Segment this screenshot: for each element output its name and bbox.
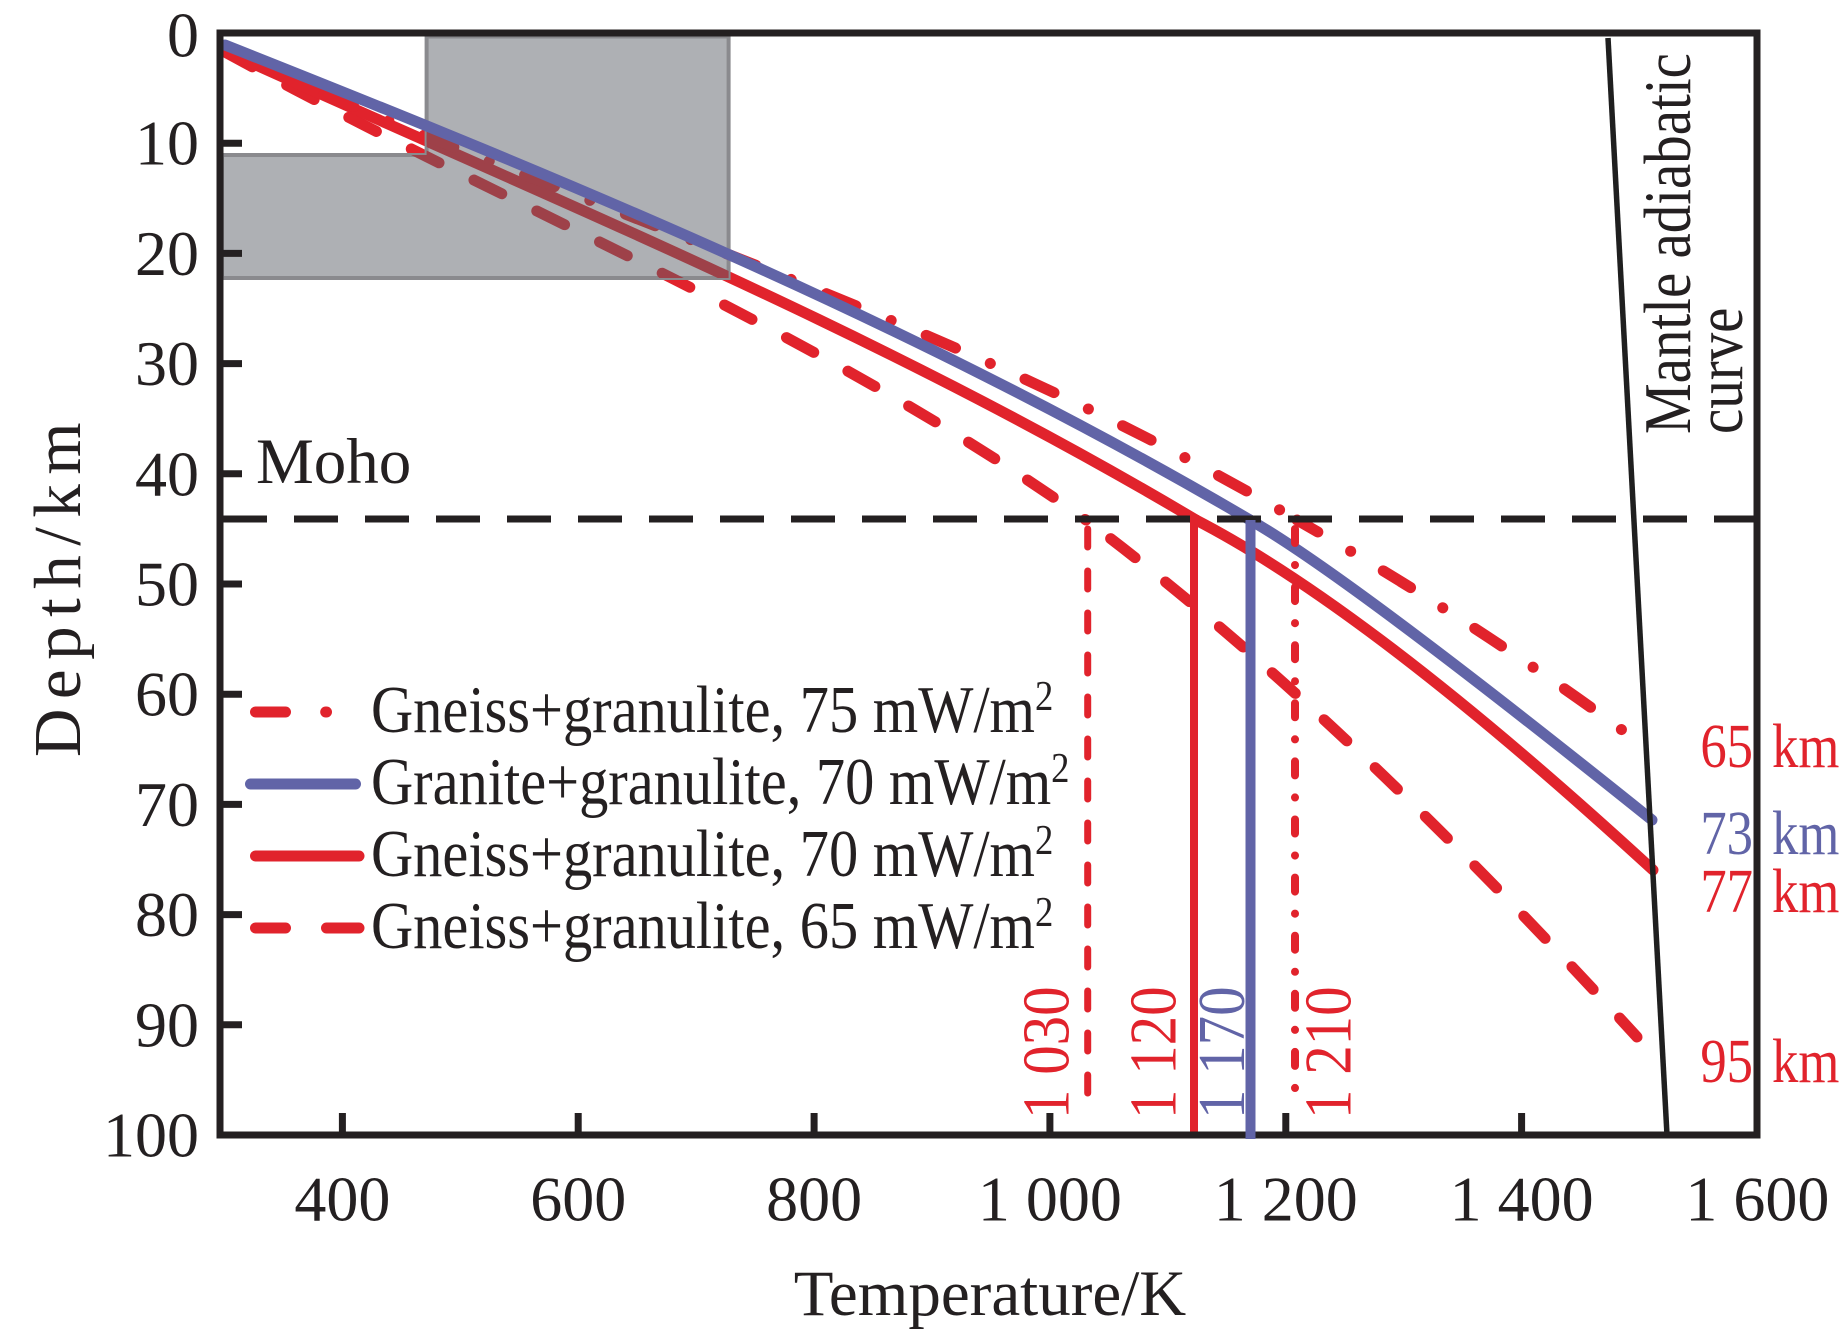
svg-text:km: km [1772,1028,1839,1096]
svg-text:Gneiss+granulite, 70 mW/m2: Gneiss+granulite, 70 mW/m2 [371,816,1053,891]
svg-text:1 030: 1 030 [1009,986,1083,1119]
svg-text:0: 0 [167,0,199,71]
svg-text:1 210: 1 210 [1291,986,1365,1119]
svg-text:1 120: 1 120 [1116,986,1190,1119]
svg-text:Gneiss+granulite, 75 mW/m2: Gneiss+granulite, 75 mW/m2 [371,672,1053,747]
svg-text:Gneiss+granulite, 65 mW/m2: Gneiss+granulite, 65 mW/m2 [371,888,1053,963]
svg-text:77: 77 [1700,858,1753,926]
svg-text:1 200: 1 200 [1214,1164,1358,1235]
svg-text:Depth/km: Depth/km [21,413,95,757]
svg-text:30: 30 [135,328,199,399]
svg-text:50: 50 [135,549,199,620]
svg-text:100: 100 [103,1100,199,1171]
svg-text:curve: curve [1684,308,1757,434]
svg-text:1 000: 1 000 [978,1164,1122,1235]
svg-text:80: 80 [135,879,199,950]
svg-text:1 600: 1 600 [1685,1164,1829,1235]
svg-text:10: 10 [135,108,199,179]
svg-text:95: 95 [1700,1028,1753,1096]
svg-text:20: 20 [135,218,199,289]
svg-text:65: 65 [1700,713,1753,781]
svg-text:Mantle adiabatic: Mantle adiabatic [1632,53,1705,434]
svg-text:Granite+granulite, 70 mW/m2: Granite+granulite, 70 mW/m2 [371,744,1069,819]
svg-text:90: 90 [135,989,199,1060]
svg-text:km: km [1772,800,1839,868]
svg-text:1 400: 1 400 [1450,1164,1594,1235]
svg-text:40: 40 [135,438,199,509]
svg-text:60: 60 [135,659,199,730]
svg-text:600: 600 [530,1164,626,1235]
svg-text:Temperature/K: Temperature/K [794,1258,1187,1330]
svg-text:400: 400 [294,1164,390,1235]
svg-text:Moho: Moho [256,426,411,498]
svg-text:800: 800 [766,1164,862,1235]
svg-text:70: 70 [135,769,199,840]
svg-text:73: 73 [1700,800,1753,868]
svg-text:km: km [1772,713,1839,781]
svg-text:1 170: 1 170 [1185,986,1259,1119]
svg-text:km: km [1772,858,1839,926]
